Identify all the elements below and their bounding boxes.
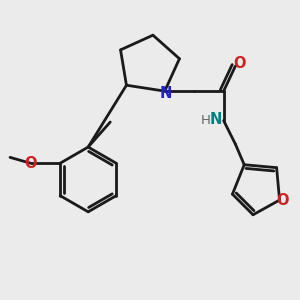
Text: N: N — [160, 86, 172, 101]
Text: O: O — [234, 56, 246, 70]
Text: H: H — [201, 114, 211, 127]
Text: N: N — [210, 112, 222, 127]
Text: O: O — [276, 193, 289, 208]
Text: O: O — [24, 156, 37, 171]
